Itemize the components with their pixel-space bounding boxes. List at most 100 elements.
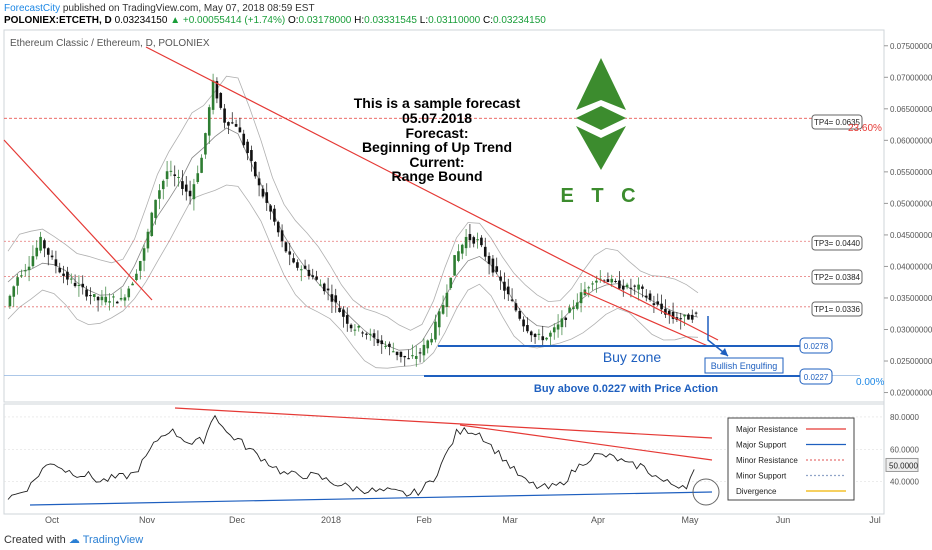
candle-body [154,199,157,218]
candle-body [123,297,127,301]
tradingview-link[interactable]: TradingView [82,534,144,546]
legend-item-label: Minor Support [736,472,787,481]
candle-body [426,340,430,349]
candle-body [16,277,19,286]
candle-body [349,324,353,329]
chart-title: Ethereum Classic / Ethereum, D, POLONIEX [10,38,210,49]
price-tick-label: 0.05500000 [890,168,932,177]
osc-tick-label: 80.0000 [890,413,919,422]
candle-body [572,307,575,310]
candle-body [142,248,146,261]
candle-body [690,314,694,320]
buy-top-label: 0.0278 [804,342,829,351]
candle-body [487,255,491,264]
candle-body [491,258,495,273]
candle-body [165,171,169,180]
candle-body [196,173,200,183]
candle-body [679,318,683,320]
price-tick-label: 0.05000000 [890,199,932,208]
candle-body [85,289,88,297]
time-tick-label: Dec [229,515,246,525]
candle-body [250,150,253,161]
candle-body [215,81,219,99]
candle-body [629,287,633,289]
candle-body [169,170,173,172]
candle-body [357,325,361,328]
candle-body [35,247,39,257]
candle-body [173,174,177,177]
candle-body [265,192,269,203]
candle-body [372,333,376,338]
footer-created: Created with [4,534,66,546]
candle-body [338,307,341,313]
author-link[interactable]: ForecastCity [4,3,61,14]
candle-body [115,301,119,304]
price-tick-label: 0.07000000 [890,73,932,82]
candle-body [54,259,58,266]
symbol-label: POLONIEX:ETCETH, D [4,15,112,26]
candle-body [606,279,610,283]
time-tick-label: Mar [502,515,518,525]
logo-bottom [576,126,626,170]
candle-body [403,355,407,358]
open-value: 0.03178000 [298,15,352,26]
candle-body [460,244,464,254]
legend-item-label: Major Support [736,441,787,450]
candle-body [667,310,671,315]
candle-body [200,157,203,173]
candle-body [575,302,579,309]
candle-body [58,267,62,273]
fib-236-label: 23.60% [848,123,882,134]
publish-header: ForecastCity published on TradingView.co… [4,3,315,14]
candle-body [533,333,537,337]
candle-body [135,273,138,281]
ohlc-header: POLONIEX:ETCETH, D 0.03234150 ▲ +0.00055… [4,15,546,26]
tp3-label: TP3= 0.0440 [814,239,861,248]
candle-body [445,292,449,308]
candle-body [303,265,307,269]
legend-item-label: Major Resistance [736,425,798,434]
candle-body [618,280,621,289]
candle-body [345,315,349,324]
candle-body [238,127,242,133]
candle-body [407,358,410,360]
candle-body [579,292,583,304]
osc-current-label: 50.0000 [889,461,918,470]
candle-body [529,331,533,336]
candle-body [211,80,215,110]
time-axis: Oct Nov Dec 2018 Feb Mar Apr May Jun Jul [45,515,881,525]
candle-body [602,280,606,282]
candle-body [315,276,318,280]
candle-body [610,278,614,283]
candle-body [104,296,108,303]
candle-body [138,260,142,271]
candle-body [181,181,184,189]
logo-letters: E T C [560,185,641,207]
legend: Major Resistance Major Support Minor Resis… [727,417,855,501]
candle-body [273,208,276,222]
forecast-line-3: Forecast: [405,125,468,141]
candle-body [269,205,272,212]
candle-body [472,237,476,244]
osc-tick-label: 40.0000 [890,478,919,487]
candle-body [89,295,92,297]
candle-body [292,258,295,263]
candle-body [399,351,403,357]
price-tick-label: 0.06500000 [890,105,932,114]
time-tick-label: 2018 [321,515,341,525]
candle-body [430,338,433,343]
candle-body [23,270,27,272]
legend-item-label: Divergence [736,487,777,496]
close-label: C: [483,15,493,26]
logo-top [576,58,626,110]
price-change: ▲ +0.00055414 (+1.74%) [170,15,286,26]
candle-body [311,275,315,277]
candle-body [591,283,594,285]
candle-body [437,311,441,328]
candle-body [422,344,426,356]
candle-body [184,184,188,192]
candle-body [50,255,54,258]
candle-body [307,269,311,276]
candle-body [568,307,571,313]
